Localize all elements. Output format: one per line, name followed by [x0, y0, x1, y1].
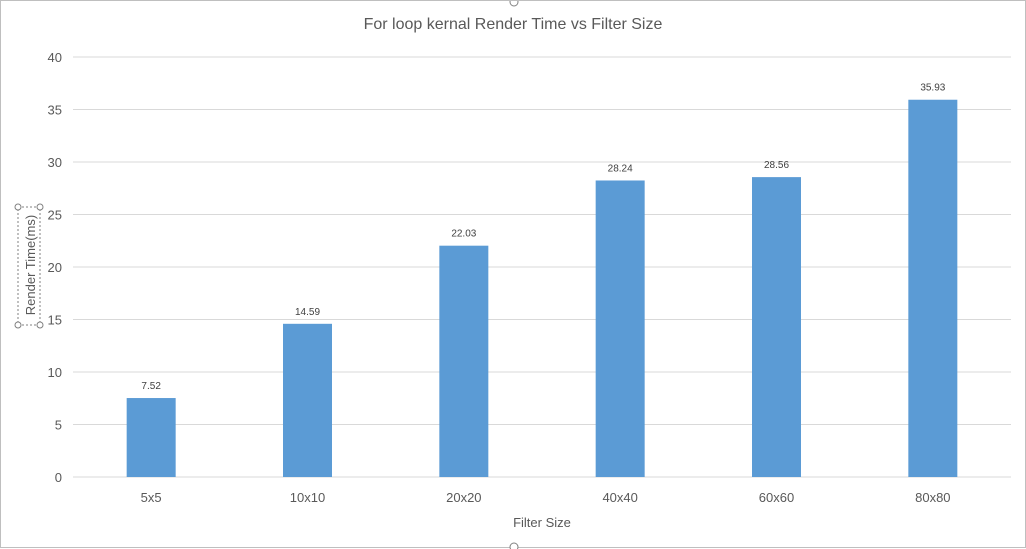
data-label: 14.59	[295, 307, 320, 318]
chart-resize-handle-bottom[interactable]	[509, 542, 519, 549]
chart-resize-handle-top[interactable]	[509, 1, 519, 7]
x-axis-ticks: 5x5 10x10 20x20 40x40 60x60 80x80	[141, 490, 951, 505]
y-tick-label: 30	[48, 155, 62, 170]
data-label: 22.03	[451, 229, 476, 240]
y-axis-title[interactable]: Render Time(ms)	[23, 215, 38, 315]
y-tick-label: 35	[48, 103, 62, 118]
y-tick-label: 0	[55, 470, 62, 485]
selection-box	[17, 206, 41, 326]
data-label: 7.52	[141, 381, 161, 392]
resize-handle[interactable]	[36, 203, 44, 211]
bar-40x40[interactable]	[595, 180, 645, 478]
chart-title[interactable]: For loop kernal Render Time vs Filter Si…	[364, 16, 663, 33]
x-tick-label: 60x60	[759, 490, 794, 505]
bar-60x60[interactable]	[752, 177, 801, 477]
gridlines	[73, 56, 1011, 478]
bar-20x20[interactable]	[439, 245, 489, 477]
y-tick-label: 20	[48, 260, 62, 275]
data-label: 28.24	[608, 163, 633, 174]
data-label: 28.56	[764, 160, 789, 171]
bar-10x10[interactable]	[283, 323, 332, 477]
data-label: 35.93	[920, 83, 945, 94]
x-tick-label: 40x40	[602, 490, 637, 505]
bar-80x80[interactable]	[908, 99, 958, 478]
x-tick-label: 10x10	[290, 490, 325, 505]
y-tick-label: 10	[48, 365, 62, 380]
bars	[126, 99, 958, 478]
y-tick-label: 40	[48, 50, 62, 65]
data-labels: 7.52 14.59 22.03 28.24 28.56 35.93	[141, 83, 945, 392]
x-tick-label: 20x20	[446, 490, 481, 505]
resize-handle[interactable]	[14, 203, 22, 211]
x-axis-title[interactable]: Filter Size	[513, 515, 571, 530]
y-axis-ticks: 0 5 10 15 20 25 30 35 40	[48, 50, 62, 485]
y-tick-label: 15	[48, 313, 62, 328]
x-tick-label: 5x5	[141, 490, 162, 505]
y-tick-label: 5	[55, 418, 62, 433]
resize-handle[interactable]	[14, 321, 22, 329]
y-tick-label: 25	[48, 208, 62, 223]
x-tick-label: 80x80	[915, 490, 950, 505]
resize-handle[interactable]	[36, 321, 44, 329]
bar-5x5[interactable]	[126, 398, 176, 477]
y-axis-title-selection[interactable]: Render Time(ms)	[14, 203, 44, 329]
